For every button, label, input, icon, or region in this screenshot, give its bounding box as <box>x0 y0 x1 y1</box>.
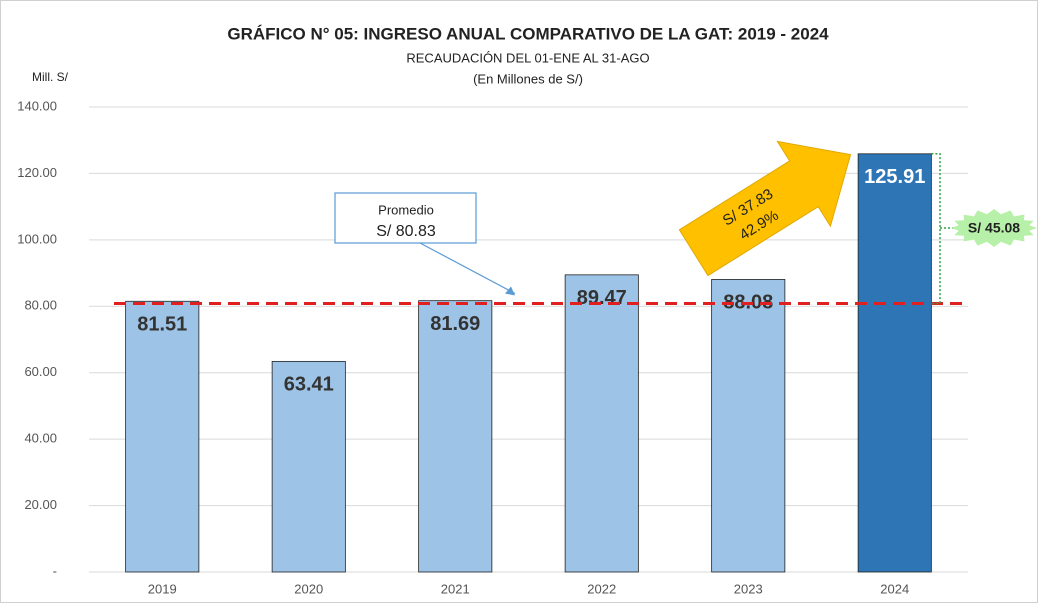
y-tick-label: 40.00 <box>24 431 57 446</box>
chart-subtitle: RECAUDACIÓN DEL 01-ENE AL 31-AGO <box>406 50 649 65</box>
y-tick-label: 60.00 <box>24 364 57 379</box>
difference-burst <box>951 209 1037 247</box>
data-label: 81.69 <box>430 313 480 335</box>
x-tick-label: 2021 <box>441 581 470 596</box>
y-tick-label: - <box>53 563 57 578</box>
x-tick-label: 2023 <box>734 581 763 596</box>
bar <box>564 274 639 573</box>
data-label: 63.41 <box>284 374 334 396</box>
x-tick-label: 2024 <box>880 581 909 596</box>
y-tick-label: 20.00 <box>24 497 57 512</box>
difference-bracket <box>931 153 941 305</box>
bar <box>125 300 200 573</box>
callout-arrowhead <box>505 286 515 296</box>
callout-label: Promedio <box>378 202 434 217</box>
y-tick-label: 80.00 <box>24 298 57 313</box>
bars: 2019 2020 2021 2022 2023 2024 <box>125 153 932 596</box>
y-tick-label: 100.00 <box>17 231 57 246</box>
callout-pointer <box>419 242 516 295</box>
bar <box>857 153 932 573</box>
grid: - 20.00 40.00 60.00 80.00 100.00 120.00 140.00 <box>17 98 968 578</box>
y-tick-label: 120.00 <box>17 165 57 180</box>
bar <box>271 360 346 573</box>
bar <box>711 279 786 573</box>
difference-label: S/ 45.08 <box>968 220 1020 236</box>
x-tick-label: 2019 <box>148 581 177 596</box>
bar <box>418 300 493 573</box>
chart-title: GRÁFICO N° 05: INGRESO ANUAL COMPARATIVO… <box>227 24 829 43</box>
data-label: 81.51 <box>137 314 187 336</box>
y-tick-label: 140.00 <box>17 98 57 113</box>
chart-subtitle: (En Millones de S/) <box>473 71 583 86</box>
x-tick-label: 2022 <box>587 581 616 596</box>
data-label: 125.91 <box>864 166 925 188</box>
arrow-shape <box>678 140 852 277</box>
data-label: 89.47 <box>577 287 627 309</box>
y-axis-label: Mill. S/ <box>32 70 69 84</box>
x-tick-label: 2020 <box>294 581 323 596</box>
callout-box <box>334 192 477 244</box>
callout-value: S/ 80.83 <box>376 223 436 240</box>
